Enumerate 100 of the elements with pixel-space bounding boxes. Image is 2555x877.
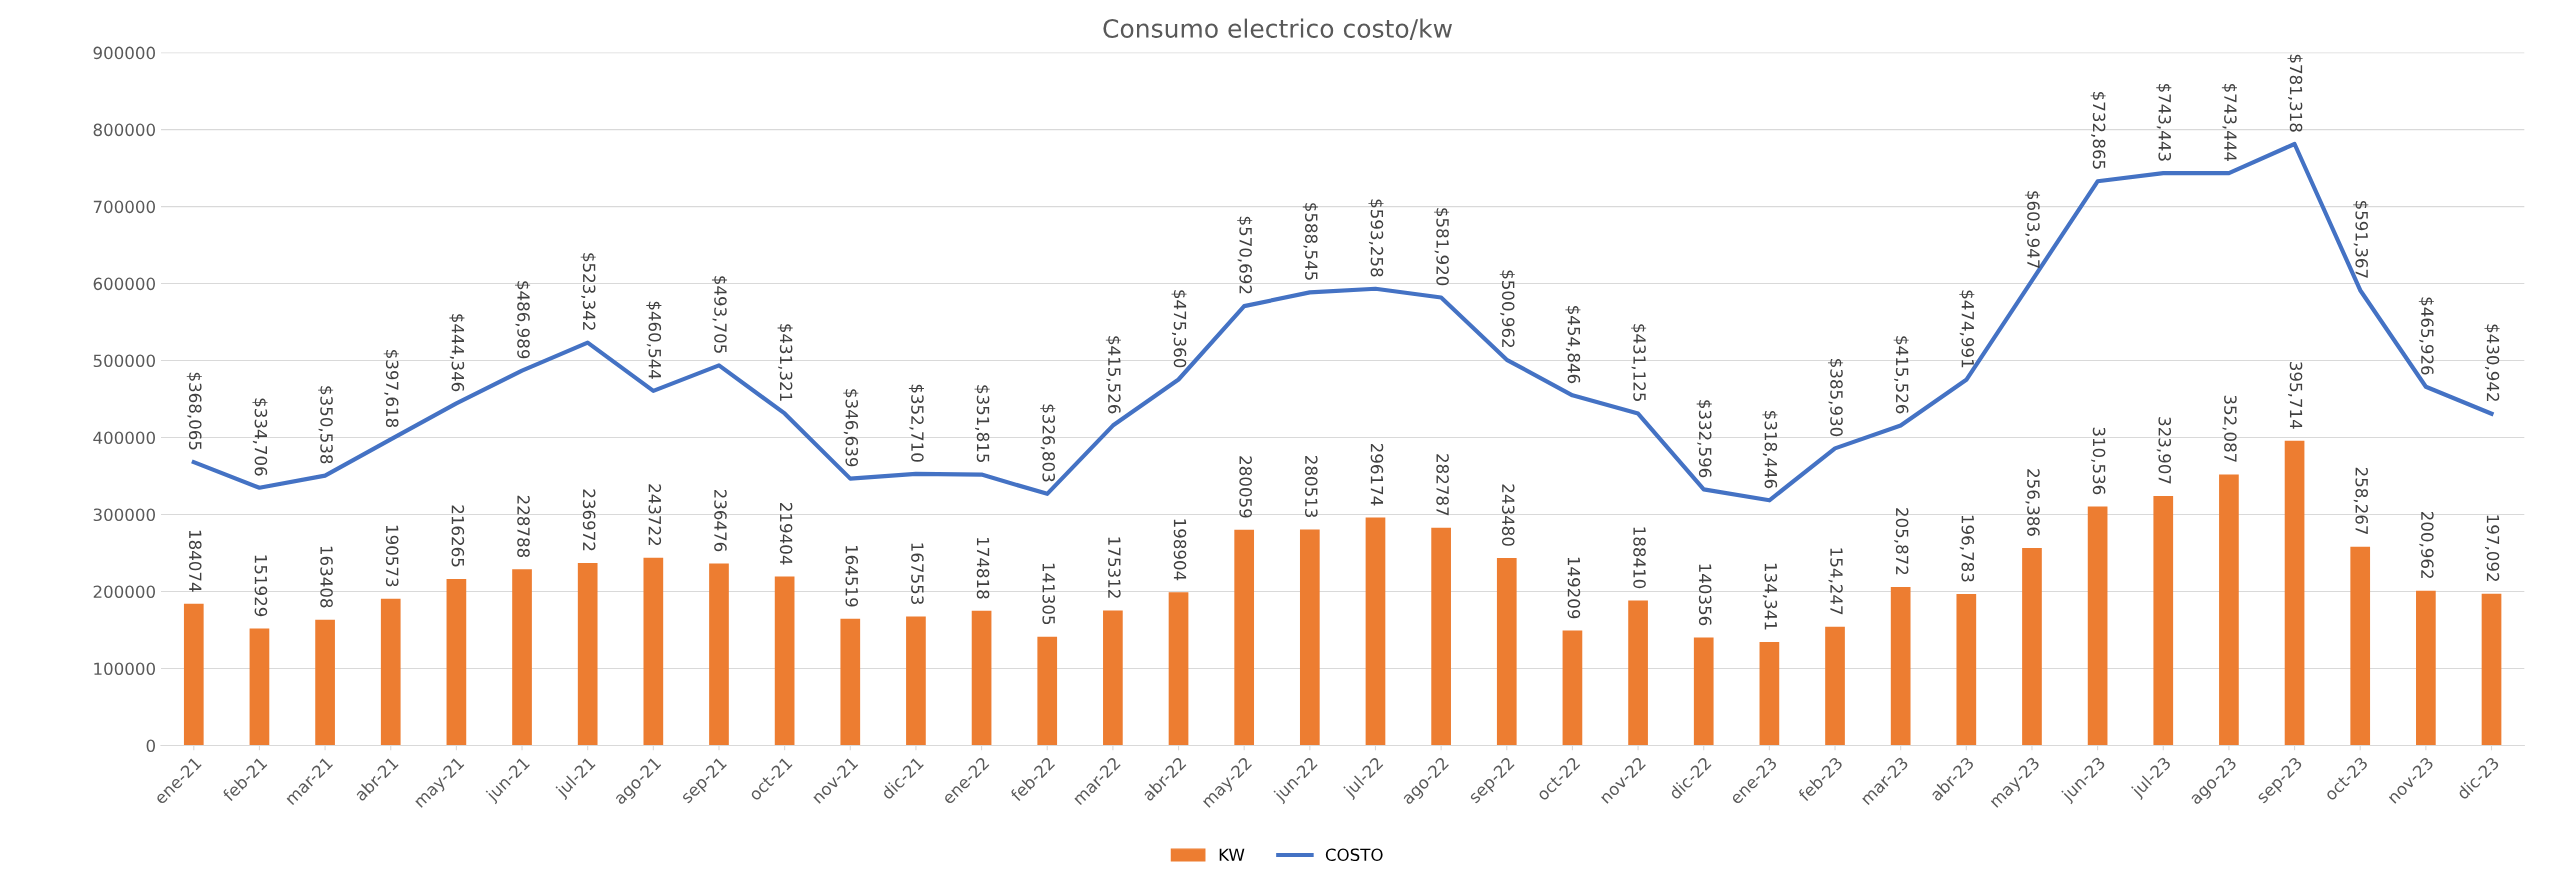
bar xyxy=(249,628,270,746)
bar xyxy=(1693,637,1714,746)
data-label: 198904 xyxy=(1173,519,1187,581)
data-label: 219404 xyxy=(779,503,793,565)
data-label: $465,926 xyxy=(2418,297,2434,375)
data-label: $368,065 xyxy=(186,372,202,450)
data-label: $486,989 xyxy=(514,281,531,359)
bar xyxy=(840,618,861,746)
bar xyxy=(1628,600,1648,746)
bar xyxy=(709,563,729,746)
bar xyxy=(1365,517,1386,746)
data-label: $732,865 xyxy=(2090,92,2106,169)
data-label: 200,962 xyxy=(2419,511,2434,578)
data-label: $474,991 xyxy=(1959,290,1975,368)
bar xyxy=(1759,642,1780,746)
bar xyxy=(1168,592,1189,746)
bar xyxy=(1890,586,1911,746)
data-label: 236972 xyxy=(582,489,596,551)
data-label: 216265 xyxy=(451,505,465,567)
data-label: $603,947 xyxy=(2024,191,2041,268)
y-tick-label: 700000 xyxy=(93,200,155,214)
legend-label: COSTO xyxy=(1325,848,1383,862)
data-label: 175312 xyxy=(1108,537,1121,598)
bar xyxy=(183,603,204,746)
bar xyxy=(1825,626,1845,746)
data-label: $475,360 xyxy=(1171,290,1187,368)
data-label: 280513 xyxy=(1304,455,1318,518)
data-label: $415,526 xyxy=(1105,336,1121,414)
legend-label: KW xyxy=(1219,848,1245,861)
data-label: $581,920 xyxy=(1434,208,1450,286)
data-label: $460,544 xyxy=(646,301,662,379)
bar xyxy=(2022,548,2042,746)
data-label: 190573 xyxy=(385,525,399,587)
data-label: 149209 xyxy=(1567,557,1581,619)
data-label: $593,258 xyxy=(1368,199,1384,277)
bar xyxy=(1562,630,1583,746)
bar xyxy=(2087,506,2108,746)
bar xyxy=(2284,440,2305,746)
bar xyxy=(1431,527,1451,746)
data-label: 164519 xyxy=(845,545,859,607)
data-label: $326,803 xyxy=(1040,404,1056,482)
bar xyxy=(1103,610,1123,746)
data-label: 197,092 xyxy=(2484,515,2500,581)
bar xyxy=(315,619,335,746)
bar xyxy=(2416,590,2436,746)
bar xyxy=(774,576,795,746)
bar xyxy=(643,557,664,746)
data-label: 310,536 xyxy=(2091,427,2106,495)
data-label: 352,087 xyxy=(2222,395,2237,462)
y-tick-label: 200000 xyxy=(93,585,155,599)
data-label: $743,444 xyxy=(2221,83,2237,162)
data-label: 167553 xyxy=(911,543,924,605)
bar xyxy=(1299,529,1320,746)
data-label: $588,545 xyxy=(1302,203,1318,280)
data-label: 296174 xyxy=(1370,443,1384,506)
data-label: $350,538 xyxy=(318,386,334,464)
y-tick-label: 0 xyxy=(146,739,155,753)
data-label: $334,706 xyxy=(252,398,268,476)
data-label: 280059 xyxy=(1239,456,1252,518)
data-label: $351,815 xyxy=(974,385,990,463)
y-tick-label: 400000 xyxy=(93,431,155,445)
data-label: $523,342 xyxy=(580,253,596,330)
data-label: $431,321 xyxy=(777,324,793,401)
data-label: $743,443 xyxy=(2156,83,2172,161)
data-label: 205,872 xyxy=(1894,508,1909,575)
data-label: $430,942 xyxy=(2484,324,2500,401)
bar xyxy=(2481,593,2502,746)
data-label: $444,346 xyxy=(449,314,465,392)
chart-title: Consumo electrico costo/kw xyxy=(1103,18,1452,40)
bar xyxy=(1037,636,1058,746)
data-label: $346,639 xyxy=(843,389,859,467)
data-label: $332,596 xyxy=(1696,400,1712,478)
data-label: $397,618 xyxy=(383,350,399,428)
data-label: 163408 xyxy=(320,546,333,608)
data-label: 236476 xyxy=(714,489,727,552)
data-label: 134,341 xyxy=(1762,563,1778,630)
data-label: 243480 xyxy=(1501,484,1515,546)
data-label: 228788 xyxy=(517,495,530,558)
data-label: 184074 xyxy=(188,530,202,592)
data-label: 323,907 xyxy=(2156,417,2172,484)
data-label: $415,526 xyxy=(1893,336,1909,414)
data-label: 258,267 xyxy=(2353,467,2368,535)
y-tick-label: 100000 xyxy=(94,662,155,676)
y-tick-label: 800000 xyxy=(93,123,155,137)
bar xyxy=(2153,496,2174,746)
bar xyxy=(1956,593,1977,746)
data-label: $570,692 xyxy=(1237,216,1253,294)
y-tick-label: 300000 xyxy=(93,508,155,522)
data-label: $352,710 xyxy=(908,384,924,462)
bar xyxy=(2350,546,2371,746)
data-label: $591,367 xyxy=(2353,200,2369,278)
data-label: 256,386 xyxy=(2025,469,2040,536)
bar xyxy=(971,610,992,746)
data-label: $454,846 xyxy=(1565,306,1581,384)
y-tick-label: 900000 xyxy=(93,46,155,60)
data-label: 151929 xyxy=(254,555,268,617)
data-label: 196,783 xyxy=(1959,515,1975,582)
data-label: 141305 xyxy=(1042,563,1055,625)
data-label: 395,714 xyxy=(2288,362,2303,429)
data-label: $385,930 xyxy=(1827,359,1844,437)
